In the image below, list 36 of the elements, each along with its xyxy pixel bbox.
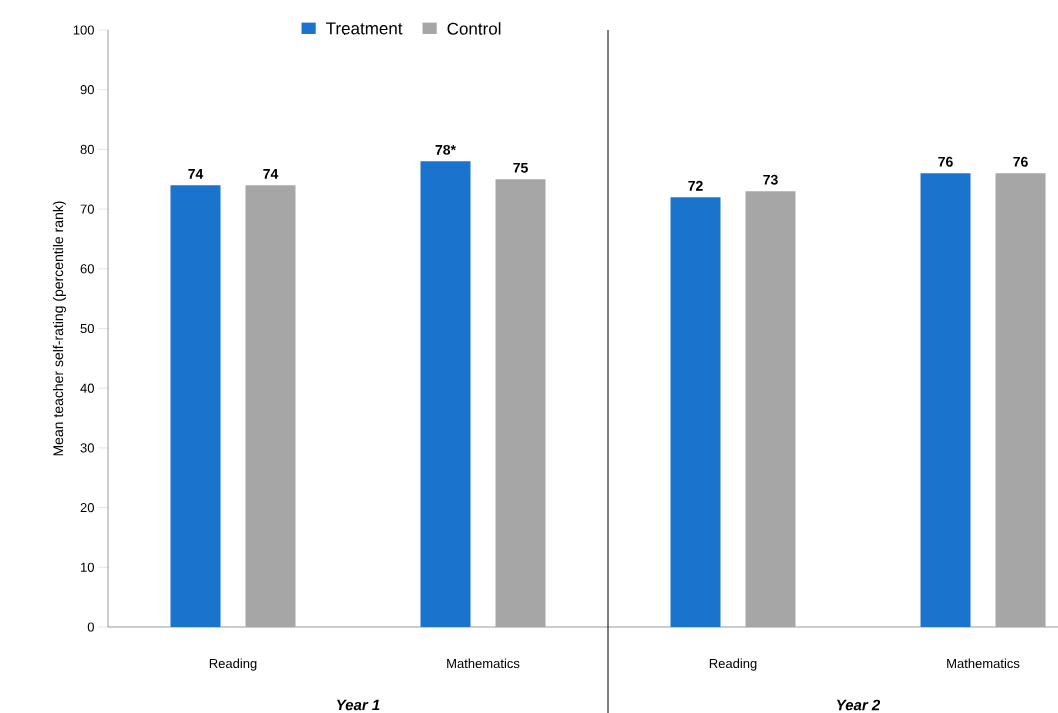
data-label: 72 xyxy=(688,180,703,191)
x-tick-label: Reading xyxy=(709,658,757,671)
bar xyxy=(745,191,796,627)
y-axis-title: Mean teacher self-rating (percentile rank) xyxy=(52,201,66,456)
text: Year 2 xyxy=(837,699,881,711)
y-tick-label: 90 xyxy=(80,85,94,95)
legend-label: Treatment xyxy=(326,22,403,35)
data-label: 78* xyxy=(435,144,456,155)
data-label: 73 xyxy=(763,174,778,185)
x-tick-label: Reading xyxy=(209,658,257,671)
text: Year 1 xyxy=(337,699,380,711)
y-tick-label: 0 xyxy=(87,622,94,632)
y-tick-label: 30 xyxy=(80,443,94,453)
y-tick-label: 50 xyxy=(80,323,94,334)
y-tick-label: 60 xyxy=(80,264,94,274)
data-label: 76 xyxy=(1013,156,1028,167)
y-tick-label: 10 xyxy=(81,562,94,572)
legend-label: Control xyxy=(447,22,501,35)
data-label: 75 xyxy=(513,162,528,173)
y-tick-label: 80 xyxy=(80,144,94,154)
y-tick-label: 100 xyxy=(73,25,94,35)
data-label: 74 xyxy=(263,169,279,179)
y-tick-label: 20 xyxy=(80,503,94,513)
data-label: 76 xyxy=(938,156,953,167)
data-label: 74 xyxy=(188,169,204,179)
bar xyxy=(245,185,296,627)
x-tick-label: Mathematics xyxy=(947,658,1020,669)
x-tick-label: Mathematics xyxy=(447,658,520,669)
bar xyxy=(995,173,1046,627)
bar xyxy=(495,179,546,627)
y-tick-label: 40 xyxy=(80,383,94,393)
bar xyxy=(420,161,471,627)
bar xyxy=(920,173,971,627)
bar xyxy=(670,197,721,627)
y-tick-label: 70 xyxy=(80,204,94,214)
bar xyxy=(170,185,221,627)
